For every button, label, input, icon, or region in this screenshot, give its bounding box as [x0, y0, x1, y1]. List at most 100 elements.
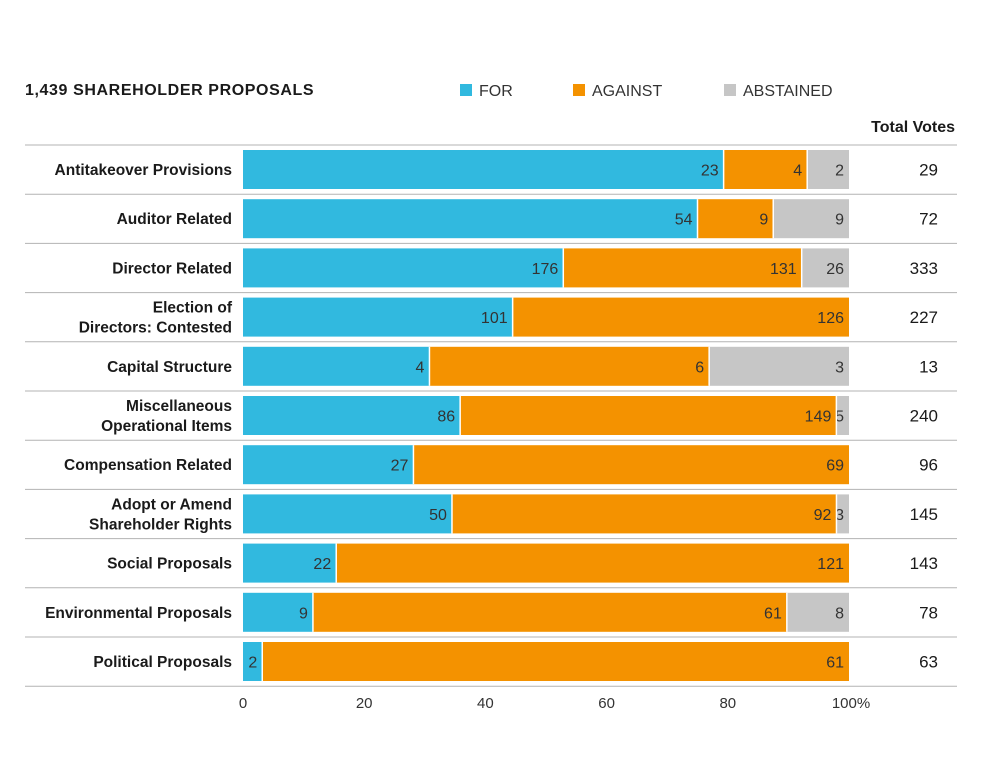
data-label-for: 86 — [437, 409, 455, 426]
bar-against — [413, 445, 849, 485]
chart-row: Auditor Related 54 9 9 72 — [25, 199, 957, 244]
chart-row: Antitakeover Provisions 23 4 2 29 — [25, 150, 957, 195]
legend: FOR AGAINST ABSTAINED — [460, 83, 833, 100]
legend-swatch-abstained — [724, 84, 736, 96]
bar-for — [243, 199, 698, 239]
data-label-abstained: 2 — [835, 163, 844, 180]
data-label-for: 101 — [481, 310, 508, 327]
category-label: Miscellaneous Operational Items — [101, 398, 232, 435]
category-label: Adopt or Amend Shareholder Rights — [89, 496, 232, 533]
category-label: Capital Structure — [107, 359, 232, 376]
data-label-abstained: 3 — [835, 359, 844, 376]
bar-for — [243, 494, 452, 534]
total-votes-value: 29 — [919, 161, 938, 180]
data-label-for: 27 — [391, 458, 409, 475]
chart-row: Compensation Related 27 69 96 — [25, 445, 957, 490]
category-label: Compensation Related — [64, 457, 232, 474]
bar-for — [243, 592, 313, 632]
data-label-for: 4 — [416, 359, 425, 376]
data-label-against: 9 — [759, 212, 768, 229]
legend-label-against: AGAINST — [592, 83, 662, 100]
bar-for — [243, 642, 263, 681]
data-label-against: 69 — [826, 458, 844, 475]
category-label: Auditor Related — [117, 211, 232, 228]
bar-abstained — [773, 199, 849, 239]
bar-against — [451, 494, 837, 534]
data-label-for: 9 — [299, 605, 308, 622]
bar-against — [429, 346, 710, 386]
chart-row: Miscellaneous Operational Items 86 149 5 240 — [25, 396, 957, 441]
bar-abstained — [709, 346, 849, 386]
total-votes-value: 240 — [910, 407, 938, 426]
data-label-for: 23 — [701, 163, 719, 180]
bar-abstained — [807, 150, 849, 189]
bar-against — [697, 199, 774, 239]
bar-abstained — [786, 592, 849, 632]
category-label: Social Proposals — [107, 556, 232, 573]
x-tick-label: 20 — [356, 695, 373, 712]
data-label-against: 6 — [695, 359, 704, 376]
data-label-against: 61 — [826, 655, 844, 672]
bar-for — [243, 150, 724, 189]
x-tick-label: 0 — [239, 695, 247, 712]
chart-row: Adopt or Amend Shareholder Rights 50 92 3 145 — [25, 494, 957, 540]
total-votes-value: 227 — [910, 308, 938, 327]
data-label-against: 121 — [817, 556, 844, 573]
bar-abstained — [801, 248, 849, 288]
bar-for — [243, 248, 564, 288]
bar-against — [312, 592, 787, 632]
bar-against — [563, 248, 802, 288]
data-label-against: 4 — [793, 163, 802, 180]
data-label-abstained: 26 — [826, 261, 844, 278]
bar-for — [243, 297, 513, 337]
bar-against — [460, 396, 837, 435]
legend-label-for: FOR — [479, 83, 513, 100]
bar-for — [243, 396, 461, 435]
chart-row: Political Proposals 2 61 63 — [25, 642, 957, 687]
data-label-for: 176 — [532, 261, 559, 278]
x-tick-label: 80 — [719, 695, 736, 712]
data-label-against: 149 — [805, 409, 832, 426]
x-tick-label: 40 — [477, 695, 494, 712]
total-votes-header: Total Votes — [871, 119, 955, 136]
data-label-abstained: 9 — [835, 212, 844, 229]
total-votes-value: 333 — [910, 259, 938, 278]
data-label-against: 61 — [764, 605, 782, 622]
data-label-against: 131 — [770, 261, 797, 278]
data-label-for: 2 — [248, 655, 257, 672]
x-tick-label: 100% — [832, 695, 870, 712]
bar-abstained — [836, 396, 849, 435]
bar-for — [243, 445, 414, 485]
data-label-against: 92 — [814, 507, 832, 524]
bar-for — [243, 346, 430, 386]
bar-against — [336, 543, 849, 583]
chart-row: Capital Structure 4 6 3 13 — [25, 346, 957, 392]
total-votes-value: 63 — [919, 653, 938, 672]
bar-against — [512, 297, 849, 337]
category-label: Environmental Proposals — [45, 605, 232, 622]
data-label-for: 54 — [675, 212, 693, 229]
bar-against — [723, 150, 808, 189]
data-label-for: 50 — [429, 507, 447, 524]
total-votes-value: 13 — [919, 357, 938, 376]
total-votes-value: 143 — [910, 554, 938, 573]
bar-abstained — [836, 494, 849, 534]
chart-row: Environmental Proposals 9 61 8 78 — [25, 592, 957, 638]
category-label: Antitakeover Provisions — [55, 162, 232, 179]
chart-row: Election of Directors: Contested 101 126 227 — [25, 297, 957, 343]
category-label: Political Proposals — [93, 654, 232, 671]
x-axis: 0 20 40 60 80 100% — [239, 695, 870, 712]
data-label-for: 22 — [313, 556, 331, 573]
category-label: Election of Directors: Contested — [79, 300, 233, 337]
legend-label-abstained: ABSTAINED — [743, 83, 833, 100]
total-votes-value: 78 — [919, 603, 938, 622]
total-votes-value: 145 — [910, 505, 938, 524]
x-tick-label: 60 — [598, 695, 615, 712]
category-label: Director Related — [112, 260, 232, 277]
chart-row: Social Proposals 22 121 143 — [25, 543, 957, 589]
legend-swatch-against — [573, 84, 585, 96]
bar-against — [262, 642, 849, 681]
bar-for — [243, 543, 337, 583]
